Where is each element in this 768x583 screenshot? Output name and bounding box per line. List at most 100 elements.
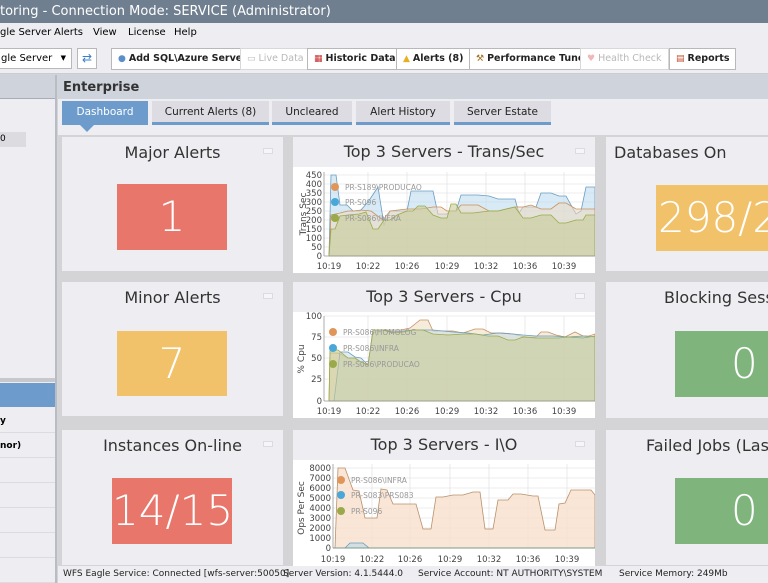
server-combo-value: gle Server xyxy=(1,53,53,64)
toolbar: gle Server ▼ ⇄ ● Add SQL\Azure Server ▭ Liv… xyxy=(0,43,768,74)
svg-text:10:29: 10:29 xyxy=(435,407,460,417)
svg-text:50: 50 xyxy=(311,354,322,364)
svg-text:6000: 6000 xyxy=(309,484,331,494)
chart-plot: 8000 7000 6000 5000 4000 3000 2000 1000 0 Ops Pe… xyxy=(293,460,596,566)
chart-plot: 450 400 350 300 250 200 150 100 50 0 Trans Sec 10… xyxy=(293,167,596,273)
report-icon: ▤ xyxy=(676,54,685,64)
tile-menu-icon[interactable] xyxy=(263,293,273,299)
svg-text:150: 150 xyxy=(306,225,322,235)
tile-title: Failed Jobs (Last xyxy=(646,436,768,455)
svg-text:25: 25 xyxy=(311,375,322,385)
svg-text:10:26: 10:26 xyxy=(395,262,420,272)
list-item[interactable] xyxy=(0,559,55,583)
tile-minor-alerts: Minor Alerts 7 xyxy=(62,282,283,416)
menu-eagle-server[interactable]: gle Server xyxy=(0,27,52,38)
svg-text:350: 350 xyxy=(306,189,322,199)
menu-bar: gle Server Alerts View License Help xyxy=(0,23,768,43)
tab-dashboard[interactable]: Dashboard xyxy=(62,101,148,132)
status-bar: WFS Eagle Service: Connected [wfs-server… xyxy=(58,566,768,583)
menu-view[interactable]: View xyxy=(93,27,117,38)
tile-menu-icon[interactable] xyxy=(575,441,585,447)
tile-menu-icon[interactable] xyxy=(575,293,585,299)
major-alerts-value[interactable]: 1 xyxy=(117,184,227,250)
svg-text:400: 400 xyxy=(306,180,322,190)
svg-text:8000: 8000 xyxy=(309,464,331,474)
svg-text:5000: 5000 xyxy=(309,494,331,504)
tile-menu-icon[interactable] xyxy=(263,148,273,154)
alerts-button[interactable]: ▲ Alerts (8) xyxy=(396,48,471,70)
reports-button[interactable]: ▤ Reports xyxy=(669,48,737,70)
server-combo[interactable]: gle Server ▼ xyxy=(0,48,72,69)
tab-bar: Dashboard Current Alerts (8) Uncleared A… xyxy=(58,99,768,135)
list-item[interactable] xyxy=(0,534,55,558)
svg-text:10:36: 10:36 xyxy=(516,555,541,565)
svg-text:10:39: 10:39 xyxy=(552,407,577,417)
svg-text:0: 0 xyxy=(326,544,331,554)
status-memory: Service Memory: 249Mb xyxy=(619,569,728,579)
tile-menu-icon[interactable] xyxy=(263,441,273,447)
tile-title: Instances On-line xyxy=(103,436,242,455)
tile-title: Major Alerts xyxy=(124,143,221,162)
failed-jobs-value[interactable]: 0 xyxy=(675,478,768,544)
menu-license[interactable]: License xyxy=(128,27,166,38)
window-title: toring - Connection Mode: SERVICE (Admin… xyxy=(0,4,331,19)
svg-text:100: 100 xyxy=(306,234,322,244)
svg-text:10:26: 10:26 xyxy=(395,407,420,417)
left-panel-item[interactable]: 0 xyxy=(0,132,26,147)
tile-failed-jobs: Failed Jobs (Last 0 xyxy=(606,430,768,565)
svg-text:PR-S086\PRODUCAO: PR-S086\PRODUCAO xyxy=(343,360,420,369)
svg-text:10:32: 10:32 xyxy=(474,407,499,417)
svg-text:PR-S189\PRODUCAO: PR-S189\PRODUCAO xyxy=(345,183,422,192)
svg-text:200: 200 xyxy=(306,216,322,226)
list-item[interactable]: nor) xyxy=(0,434,55,458)
svg-text:1000: 1000 xyxy=(309,534,331,544)
svg-text:PR-S086\HOMOLOG: PR-S086\HOMOLOG xyxy=(343,328,416,337)
svg-text:7000: 7000 xyxy=(309,474,331,484)
performance-tune-button[interactable]: ⚒ Performance Tune xyxy=(469,48,592,70)
warning-icon: ▲ xyxy=(403,54,410,64)
menu-help[interactable]: Help xyxy=(174,27,197,38)
live-data-button[interactable]: ▭ Live Data xyxy=(240,48,311,70)
svg-text:0: 0 xyxy=(317,397,322,407)
list-item[interactable] xyxy=(0,509,55,533)
svg-text:% Cpu: % Cpu xyxy=(297,344,307,373)
blocking-sessions-value[interactable]: 0 xyxy=(675,331,768,397)
svg-text:2000: 2000 xyxy=(309,524,331,534)
list-item[interactable] xyxy=(0,484,55,508)
status-account: Service Account: NT AUTHORITY\SYSTEM xyxy=(418,569,603,579)
svg-text:10:22: 10:22 xyxy=(356,407,381,417)
health-check-button[interactable]: ♥ Health Check xyxy=(580,48,669,70)
chart-trans-sec: Top 3 Servers - Trans/Sec 450 400 350 300 25… xyxy=(293,137,596,273)
tab-uncleared[interactable]: Uncleared xyxy=(272,101,352,125)
historic-data-button[interactable]: ▦ Historic Data xyxy=(307,48,403,70)
tab-current-alerts[interactable]: Current Alerts (8) xyxy=(152,101,269,125)
refresh-button[interactable]: ⇄ xyxy=(77,48,97,69)
svg-text:10:39: 10:39 xyxy=(552,262,577,272)
tile-title: Databases On xyxy=(614,143,727,162)
chart-plot: 100 75 50 25 0 % Cpu 10:19 10:22 10:26 10:29 10:… xyxy=(293,312,596,418)
chart-title: Top 3 Servers - Cpu xyxy=(366,287,522,306)
left-panel-header xyxy=(0,75,55,99)
menu-alerts[interactable]: Alerts xyxy=(54,27,84,38)
svg-text:0: 0 xyxy=(317,252,322,262)
list-item[interactable]: y xyxy=(0,409,55,433)
tile-menu-icon[interactable] xyxy=(575,148,585,154)
instances-online-value[interactable]: 14/15 xyxy=(112,478,233,544)
tab-server-estate[interactable]: Server Estate xyxy=(454,101,551,125)
list-item[interactable] xyxy=(0,459,55,483)
minor-alerts-value[interactable]: 7 xyxy=(117,331,227,396)
chart-cpu: Top 3 Servers - Cpu 100 75 50 25 0 % Cpu 10:… xyxy=(293,282,596,418)
svg-text:PR-S086\INFRA: PR-S086\INFRA xyxy=(351,476,408,485)
add-server-button[interactable]: ● Add SQL\Azure Server xyxy=(111,48,254,70)
add-server-icon: ● xyxy=(118,54,126,64)
svg-text:PR-S096: PR-S096 xyxy=(345,198,376,207)
refresh-icon: ⇄ xyxy=(81,51,93,65)
svg-text:10:19: 10:19 xyxy=(317,407,342,417)
panel-splitter[interactable] xyxy=(0,378,55,382)
svg-text:100: 100 xyxy=(306,312,322,322)
databases-online-value[interactable]: 298/2 xyxy=(656,185,768,251)
main-panel: Enterprise Dashboard Current Alerts (8) … xyxy=(58,75,768,566)
left-panel-selected-row[interactable] xyxy=(0,383,55,407)
tab-alert-history[interactable]: Alert History xyxy=(356,101,450,125)
svg-text:PR-S086\INFRA: PR-S086\INFRA xyxy=(343,344,400,353)
